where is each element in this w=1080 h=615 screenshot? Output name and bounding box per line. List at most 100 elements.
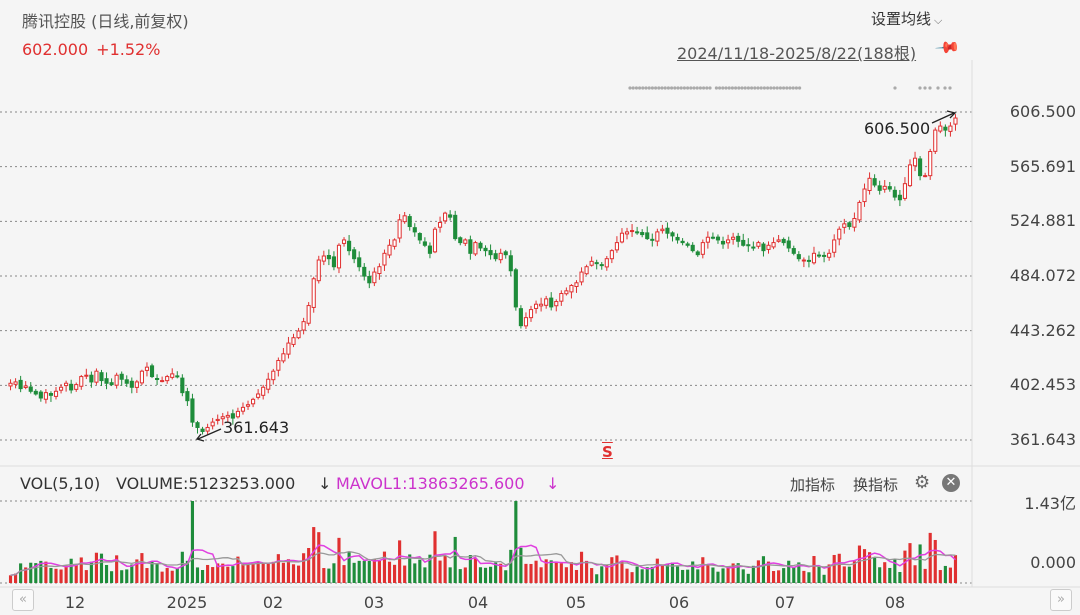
- candle-body: [619, 232, 625, 243]
- volume-bar: [64, 565, 68, 583]
- chevron-right-icon[interactable]: »: [1050, 589, 1072, 611]
- volume-bar: [519, 547, 523, 583]
- candle-body: [251, 398, 256, 405]
- volume-bar: [721, 568, 725, 583]
- candle-body: [897, 194, 902, 201]
- volume-bar: [438, 560, 442, 583]
- candle-body: [574, 282, 579, 287]
- candle-body: [240, 406, 246, 412]
- volume-bars: [8, 501, 958, 583]
- event-dot: [943, 86, 947, 90]
- candle-body: [700, 242, 705, 255]
- volume-bar: [231, 566, 235, 583]
- candle-body: [437, 222, 443, 228]
- volume-bar: [701, 557, 705, 583]
- volume-bar: [893, 559, 897, 583]
- volume-bar: [554, 562, 558, 583]
- close-icon[interactable]: ✕: [942, 474, 960, 492]
- candle-body: [791, 248, 796, 254]
- volume-bar: [246, 563, 250, 583]
- candlestick-series: [8, 114, 958, 435]
- candle-body: [736, 235, 741, 242]
- volume-bar: [681, 569, 685, 583]
- event-dot: [778, 86, 783, 90]
- candle-body: [877, 185, 882, 191]
- event-dot: [718, 86, 722, 90]
- volume-bar: [761, 556, 766, 583]
- event-dot: [641, 86, 645, 90]
- candle-body: [731, 236, 736, 240]
- volume-bar: [463, 567, 467, 583]
- switch-indicator-button[interactable]: 换指标: [853, 476, 899, 494]
- volume-bar: [372, 559, 376, 583]
- candle-body: [862, 188, 867, 203]
- volume-bar: [39, 560, 43, 583]
- event-dot: [698, 86, 703, 90]
- candle-body: [443, 212, 448, 222]
- volume-bar: [453, 536, 457, 583]
- volume-bar: [797, 562, 801, 583]
- candle-body: [882, 185, 887, 190]
- candle-body: [645, 232, 650, 240]
- candle-body: [715, 236, 721, 241]
- event-dot: [676, 86, 680, 90]
- candle-body: [872, 178, 877, 186]
- event-dot: [759, 86, 763, 90]
- chevron-left-icon[interactable]: «: [12, 589, 34, 611]
- volume-bar: [200, 569, 205, 583]
- volume-bar: [24, 567, 28, 583]
- volume-bar: [771, 571, 776, 583]
- candle-body: [781, 238, 786, 244]
- volume-bar: [756, 560, 760, 583]
- time-tick-label: 2025: [166, 593, 208, 612]
- volume-bar: [777, 570, 781, 583]
- gear-icon[interactable]: ⚙: [914, 472, 931, 493]
- volume-bar: [862, 549, 867, 583]
- date-range[interactable]: 2024/11/18-2025/8/22(188根): [677, 44, 917, 63]
- signal-marker[interactable]: S: [602, 443, 613, 461]
- volume-bar: [650, 566, 654, 583]
- candle-body: [256, 393, 261, 398]
- candle-body: [533, 303, 539, 309]
- volume-bar: [271, 561, 275, 583]
- volume-bar: [130, 564, 134, 583]
- ma-settings-button[interactable]: 设置均线 ⌵: [871, 8, 942, 29]
- event-dot: [740, 86, 744, 90]
- add-indicator-button[interactable]: 加指标: [790, 476, 836, 494]
- volume-bar: [630, 572, 634, 583]
- event-dot: [702, 86, 706, 90]
- candle-body: [28, 386, 33, 392]
- candle-body: [43, 392, 48, 400]
- high-annotation: 606.500: [864, 119, 931, 138]
- volume-bar: [878, 567, 882, 583]
- volume-bar: [387, 561, 392, 583]
- volume-bar: [307, 548, 311, 583]
- candle-body: [84, 374, 89, 377]
- candle-body: [281, 353, 286, 362]
- volume-bar: [327, 568, 331, 583]
- volume-bar: [206, 564, 210, 583]
- candle-body: [630, 230, 635, 233]
- event-dot: [644, 86, 648, 90]
- candle-body: [417, 233, 422, 241]
- event-dot: [634, 86, 639, 90]
- volume-bar: [291, 564, 296, 583]
- volume-bar: [190, 501, 195, 583]
- volume-bar: [837, 553, 841, 583]
- volume-bar: [377, 560, 381, 583]
- volume-bar: [433, 531, 437, 583]
- event-dot: [928, 86, 932, 90]
- event-dot: [638, 86, 642, 90]
- volume-bar: [302, 553, 306, 583]
- volume-bar: [398, 540, 402, 583]
- volume-bar: [332, 563, 336, 583]
- event-dot: [647, 86, 651, 90]
- candle-body: [776, 239, 781, 242]
- chevron-down-icon: ⌵: [934, 14, 943, 27]
- time-tick-label: 03: [363, 593, 385, 612]
- volume-bar: [595, 574, 599, 583]
- candle-body: [448, 214, 453, 218]
- volume-bar: [155, 564, 159, 583]
- candle-body: [412, 227, 417, 233]
